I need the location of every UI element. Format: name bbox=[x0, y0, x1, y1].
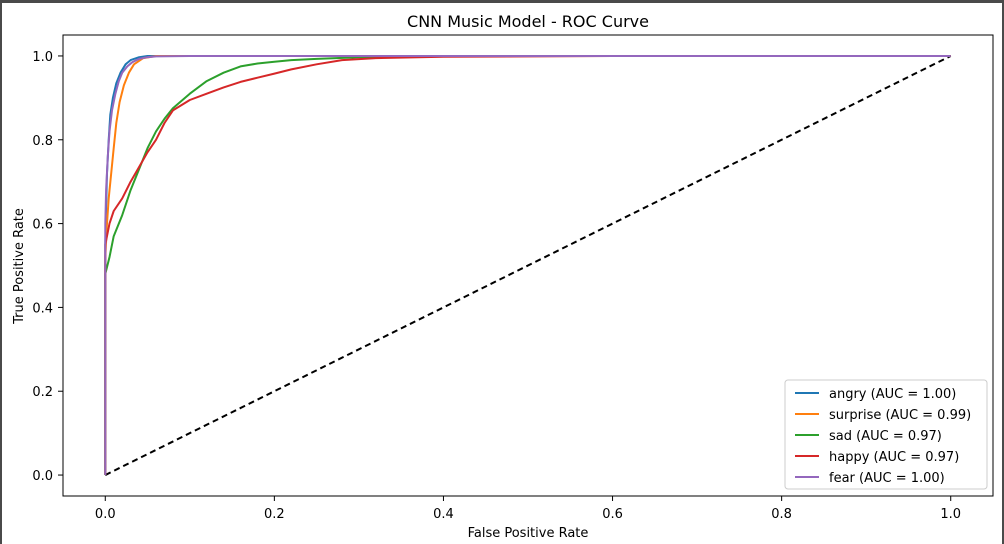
chance-diagonal-line bbox=[104, 55, 952, 476]
y-tick-label: 0.6 bbox=[32, 218, 53, 233]
x-tick-label: 0.8 bbox=[771, 507, 792, 522]
y-axis-label: True Positive Rate bbox=[12, 208, 27, 325]
legend-entry-label: surprise (AUC = 0.99) bbox=[829, 408, 971, 423]
legend: angry (AUC = 1.00) surprise (AUC = 0.99) s… bbox=[784, 379, 988, 490]
x-tick-label: 0.4 bbox=[433, 507, 454, 522]
series-line-fear bbox=[104, 55, 951, 475]
axes-frame bbox=[62, 34, 994, 497]
x-tick-label: 0.2 bbox=[264, 507, 285, 522]
legend-entry-label: angry (AUC = 1.00) bbox=[829, 387, 956, 402]
series-line-sad bbox=[104, 55, 951, 475]
legend-box bbox=[784, 379, 988, 490]
x-tick-label: 0.0 bbox=[95, 507, 116, 522]
series-line-happy bbox=[104, 55, 951, 475]
chart-title: CNN Music Model - ROC Curve bbox=[407, 12, 649, 31]
y-tick-label: 0.8 bbox=[32, 134, 53, 149]
y-tick-label: 0.0 bbox=[32, 469, 53, 484]
legend-entry-label: happy (AUC = 0.97) bbox=[829, 450, 959, 465]
legend-entry-label: fear (AUC = 1.00) bbox=[829, 471, 945, 486]
x-axis-label: False Positive Rate bbox=[468, 526, 589, 541]
x-tick-label: 0.6 bbox=[602, 507, 623, 522]
x-tick-label: 1.0 bbox=[940, 507, 961, 522]
y-tick-label: 1.0 bbox=[32, 50, 53, 65]
y-tick-label: 0.2 bbox=[32, 385, 53, 400]
y-axis-ticks: 0.0 0.2 0.4 0.6 0.8 1.0 bbox=[32, 50, 63, 484]
plot-area bbox=[104, 55, 952, 476]
legend-entry-label: sad (AUC = 0.97) bbox=[829, 429, 942, 444]
y-tick-label: 0.4 bbox=[32, 301, 53, 316]
x-axis-ticks: 0.0 0.2 0.4 0.6 0.8 1.0 bbox=[95, 496, 961, 522]
